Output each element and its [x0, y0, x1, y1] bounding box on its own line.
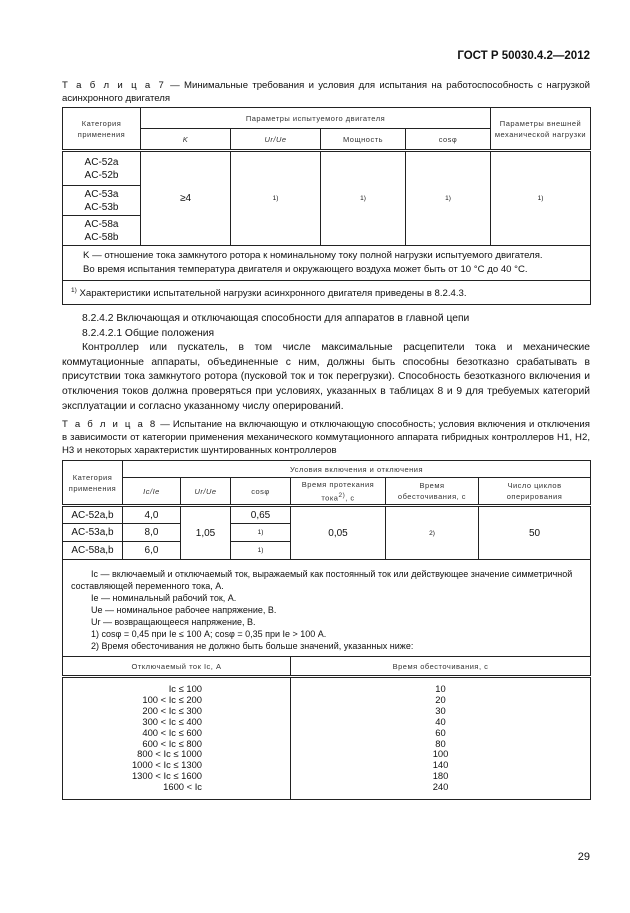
deenergize-time: 40: [289, 716, 592, 728]
col-u: Ur/Ue: [180, 477, 231, 507]
category-cell: AC-58a,b: [62, 541, 123, 560]
document-header: ГОСТ Р 50030.4.2—2012: [457, 50, 590, 62]
note-ur: Ur — возвращающееся напряжение, В.: [91, 617, 256, 627]
col-time-unit: , c: [345, 493, 355, 503]
sub-table-row: 600 < Ic ≤ 800 80: [62, 738, 592, 750]
footnote-ref: 1): [405, 150, 491, 246]
table7-notes: K — отношение тока замкнутого ротора к н…: [62, 245, 591, 281]
section-8-2-4-2: 8.2.4.2 Включающая и отключающая способн…: [62, 312, 590, 414]
note-k: K — отношение тока замкнутого ротора к н…: [83, 250, 543, 261]
note-ie: Ie — номинальный рабочий ток, А.: [91, 593, 237, 603]
footnote-ref: 1): [320, 150, 406, 246]
current-range: Ic ≤ 100: [62, 676, 291, 695]
sub-col-current: Отключаемый ток Ic, А: [62, 656, 291, 678]
deenergize-time: 30: [289, 705, 592, 717]
footnote-mark: 1): [71, 287, 77, 294]
note-footnote-2: 2) Время обесточивания не должно быть бо…: [91, 641, 414, 651]
sub-table-row: 1600 < Ic 240: [62, 781, 592, 794]
cycles-value: 50: [477, 505, 592, 560]
caption-text: — Минимальные требования и условия для и…: [62, 80, 590, 104]
page-number: 29: [577, 851, 590, 863]
category-cell: AC-52a,b: [62, 505, 123, 524]
col-conditions: Условия включения и отключения: [121, 460, 592, 478]
table-7: Категория применения Параметры испытуемо…: [62, 107, 591, 306]
table-8: Категория применения Условия включения и…: [61, 460, 592, 800]
note-temperature: Во время испытания температура двигателя…: [83, 264, 528, 275]
caption-label: Т а б л и ц а 7: [62, 80, 166, 91]
sub-table-row: 800 < Ic ≤ 1000 100: [62, 749, 592, 761]
category-cell: AC-58a AC-58b: [62, 215, 141, 246]
sub-table-row: 400 < Ic ≤ 600 60: [62, 727, 592, 739]
section-paragraph: Контроллер или пускатель, в том числе ма…: [62, 342, 590, 412]
ic-ie-cell: 4,0: [122, 505, 181, 524]
deenergize-time: 100: [289, 749, 592, 761]
col-cos: cosφ: [405, 128, 491, 152]
col-external: Параметры внешней механической нагрузки: [490, 107, 591, 152]
ic-ie-cell: 6,0: [122, 541, 181, 560]
caption-text: — Испытание на включающую и отключающую …: [62, 419, 590, 456]
table7-caption: Т а б л и ц а 7 — Минимальные требования…: [62, 79, 590, 105]
caption-label: Т а б л и ц а 8: [62, 419, 158, 430]
col-ic-ie: Ic/Ie: [122, 477, 181, 507]
cos-cell: 1): [230, 523, 291, 542]
current-range: 1600 < Ic: [62, 781, 291, 794]
sub-table-row: 200 < Ic ≤ 300 30: [62, 705, 592, 717]
deenergize-time: 180: [289, 770, 592, 783]
col-motor-params: Параметры испытуемого двигателя: [140, 107, 491, 129]
col-cycles: Число циклов оперирования: [477, 477, 592, 507]
col-time: Время протекания тока2), c: [290, 477, 386, 507]
col-deenergize: Время обесточивания, с: [385, 477, 479, 507]
footnote-text: Характеристики испытательной нагрузки ас…: [79, 288, 467, 300]
col-time-label: Время протекания тока: [301, 479, 375, 503]
footnote-ref: 1): [230, 150, 321, 246]
footnote-ref: 2): [338, 491, 346, 499]
table7-footnote: 1) Характеристики испытательной нагрузки…: [62, 279, 591, 306]
sub-table-row: 300 < Ic ≤ 400 40: [62, 716, 592, 728]
ic-ie-cell: 8,0: [122, 523, 181, 542]
table8-caption: Т а б л и ц а 8 — Испытание на включающу…: [62, 418, 590, 457]
subsection-heading: 8.2.4.2.1 Общие положения: [82, 327, 215, 339]
u-value: 1,05: [180, 505, 231, 560]
col-cos: cosφ: [230, 477, 291, 507]
col-k: K: [140, 128, 231, 152]
sub-col-time: Время обесточивания, с: [289, 656, 592, 678]
footnote-ref: 1): [490, 150, 591, 246]
sub-table-row: 1000 < Ic ≤ 1300 140: [62, 759, 592, 772]
note-footnote-1: 1) cosφ = 0,45 при Ie ≤ 100 А; cosφ = 0,…: [91, 629, 327, 639]
col-power: Мощность: [320, 128, 406, 152]
deenergize-time: 20: [289, 694, 592, 706]
cos-cell: 0,65: [230, 505, 291, 524]
deenergize-time: 10: [289, 676, 592, 695]
k-value: ≥4: [140, 150, 231, 246]
deenergize-time: 240: [289, 781, 592, 794]
col-category: Категория применения: [62, 460, 123, 507]
current-range: 300 < Ic ≤ 400: [62, 716, 291, 728]
sub-table-row: 100 < Ic ≤ 200 20: [62, 694, 592, 706]
current-range: 400 < Ic ≤ 600: [62, 727, 291, 739]
time-value: 0,05: [290, 505, 386, 560]
deenergize-value: 2): [385, 505, 479, 560]
deenergize-time: 80: [289, 738, 592, 750]
note-ic: Ic — включаемый и отключаемый ток, выраж…: [71, 569, 573, 591]
table8-notes: Ic — включаемый и отключаемый ток, выраж…: [61, 559, 592, 657]
col-u: Ur/Ue: [230, 128, 321, 152]
sub-table-row: 1300 < Ic ≤ 1600 180: [62, 770, 592, 783]
note-ue: Ue — номинальное рабочее напряжение, В.: [91, 605, 277, 615]
cos-cell: 1): [230, 541, 291, 560]
category-cell: AC-53a AC-53b: [62, 185, 141, 216]
deenergize-time: 60: [289, 727, 592, 739]
category-cell: AC-53a,b: [62, 523, 123, 542]
category-cell: AC-52a AC-52b: [62, 150, 141, 186]
col-category: Категория применения: [62, 107, 141, 152]
sub-table-row: Ic ≤ 100 10: [62, 676, 592, 695]
section-heading: 8.2.4.2 Включающая и отключающая способн…: [82, 313, 470, 324]
deenergize-time: 140: [289, 759, 592, 772]
